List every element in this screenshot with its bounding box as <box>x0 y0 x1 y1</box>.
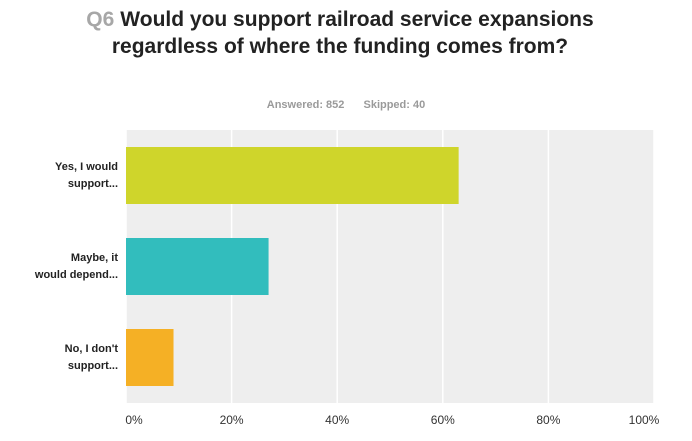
category-label-line: Yes, I would <box>55 160 118 173</box>
x-tick-label: 60% <box>430 413 455 427</box>
question-text: Would you support railroad service expan… <box>111 8 594 58</box>
x-tick-label: 80% <box>536 413 561 427</box>
bar <box>126 238 269 295</box>
skipped-count: Skipped: 40 <box>363 99 426 111</box>
category-label: Maybe, it would depend... <box>0 250 118 284</box>
bar <box>126 147 459 204</box>
category-label-line: would depend... <box>34 268 118 281</box>
bar <box>126 329 174 386</box>
x-tick-label: 100% <box>628 413 660 427</box>
category-label-line: Maybe, it <box>70 251 118 264</box>
category-label: No, I don't support... <box>0 341 118 375</box>
category-label-line: support... <box>67 177 118 190</box>
category-label: Yes, I would support... <box>0 159 118 193</box>
x-tick-label: 40% <box>325 413 350 427</box>
response-stats: Answered: 852 Skipped: 40 <box>0 99 692 111</box>
question-number: Q6 <box>86 8 115 31</box>
category-label-line: No, I don't <box>64 342 118 355</box>
question-title: Q6 Would you support railroad service exp… <box>60 6 620 60</box>
category-label-line: support... <box>67 359 118 372</box>
x-tick-label: 20% <box>219 413 244 427</box>
x-tick-label: 0% <box>125 413 143 427</box>
answered-count: Answered: 852 <box>266 99 345 111</box>
